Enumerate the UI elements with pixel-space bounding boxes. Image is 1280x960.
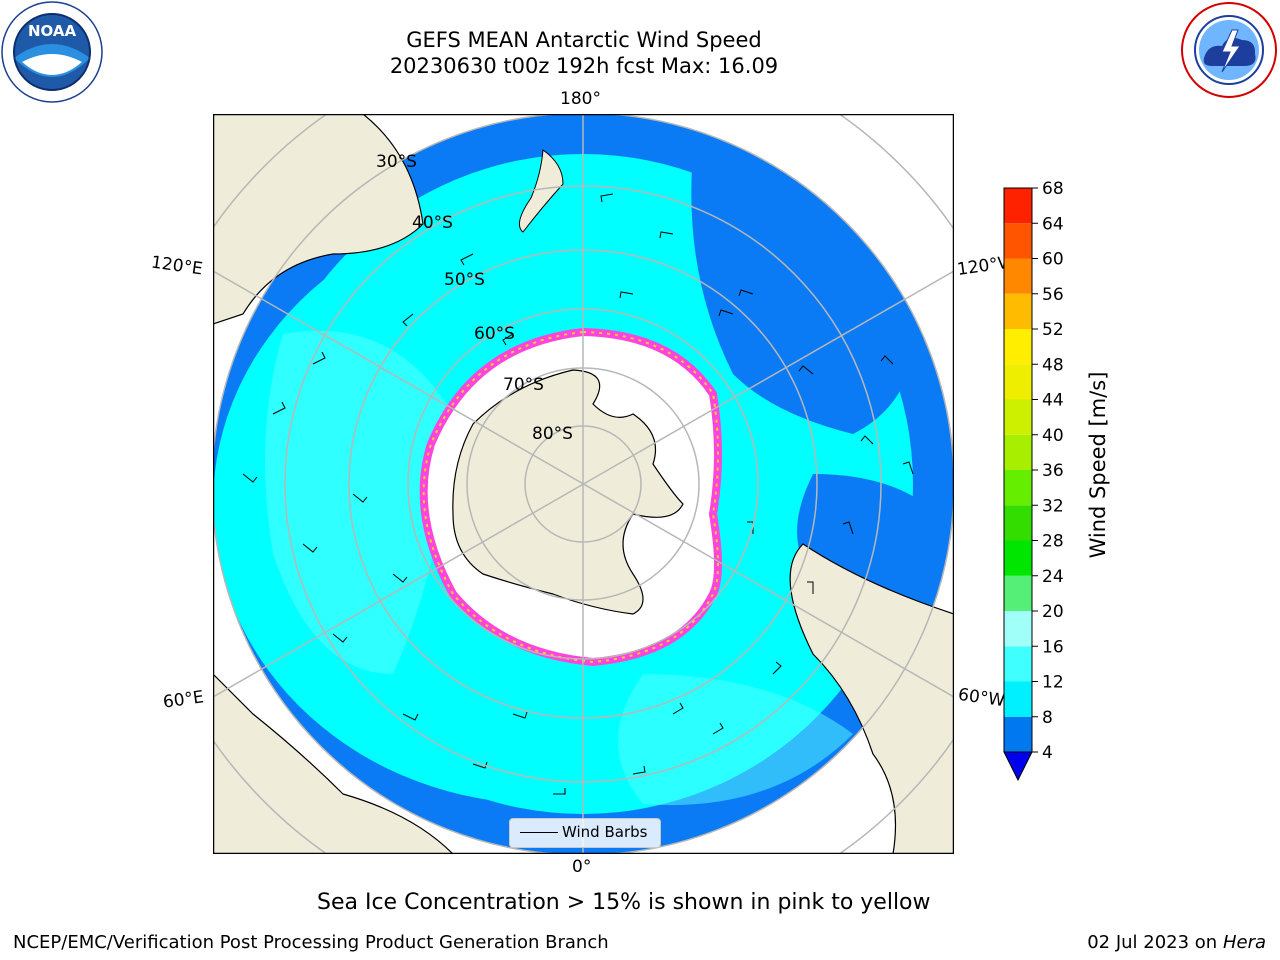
colorbar-tick-label: 28 xyxy=(1042,532,1064,552)
colorbar-tick-label: 64 xyxy=(1042,214,1064,234)
footer-date-text: 02 Jul 2023 on xyxy=(1087,932,1223,953)
colorbar-tick-label: 32 xyxy=(1042,496,1064,516)
colorbar-tick-label: 16 xyxy=(1042,637,1064,657)
noaa-logo: NOAA xyxy=(1,1,103,103)
sea-ice-caption: Sea Ice Concentration > 15% is shown in … xyxy=(317,890,931,915)
colorbar-segment xyxy=(1004,329,1032,365)
colorbar-segment xyxy=(1004,611,1032,647)
colorbar-segment xyxy=(1004,505,1032,541)
title-line-2: 20230630 t00z 192h fcst Max: 16.09 xyxy=(389,54,779,78)
colorbar-under-arrow xyxy=(1003,751,1033,782)
title-line-1: GEFS MEAN Antarctic Wind Speed xyxy=(406,28,762,52)
lon-label-120e: 120°E xyxy=(149,252,204,280)
colorbar-tick-label: 44 xyxy=(1042,391,1064,411)
colorbar-segment xyxy=(1004,470,1032,506)
colorbar-segment xyxy=(1004,681,1032,717)
footer-branch: NCEP/EMC/Verification Post Processing Pr… xyxy=(13,932,609,953)
chart-title: GEFS MEAN Antarctic Wind Speed 20230630 … xyxy=(284,27,884,79)
colorbar-segment xyxy=(1004,646,1032,682)
africa-land xyxy=(213,673,454,854)
map-legend: Wind Barbs xyxy=(509,818,661,848)
colorbar-tick-label: 68 xyxy=(1042,180,1064,199)
colorbar-segment xyxy=(1004,188,1032,224)
colorbar-segment xyxy=(1004,364,1032,400)
colorbar-segment xyxy=(1004,716,1032,752)
lat-label-40s: 40°S xyxy=(412,213,453,233)
lat-label-30s: 30°S xyxy=(376,152,417,172)
colorbar-tick-label: 8 xyxy=(1042,708,1053,728)
legend-line-sample xyxy=(520,832,558,833)
colorbar-tick-label: 40 xyxy=(1042,426,1064,446)
polar-map xyxy=(213,114,954,854)
longitude-grid xyxy=(213,114,954,854)
colorbar-segment xyxy=(1004,293,1032,329)
colorbar-tick-label: 24 xyxy=(1042,567,1064,587)
new-zealand-land xyxy=(518,149,564,233)
colorbar-segment xyxy=(1004,399,1032,435)
colorbar-tick-label: 60 xyxy=(1042,250,1064,270)
colorbar-label: Wind Speed [m/s] xyxy=(1086,372,1110,559)
colorbar-tick-label: 52 xyxy=(1042,320,1064,340)
colorbar-segment xyxy=(1004,540,1032,576)
lon-label-60e: 60°E xyxy=(161,687,206,713)
colorbar-segment xyxy=(1004,434,1032,470)
wind-barbs xyxy=(242,193,914,795)
colorbar-tick-label: 56 xyxy=(1042,285,1064,305)
footer-date: 02 Jul 2023 on Hera xyxy=(1087,932,1266,953)
colorbar-tick-label: 20 xyxy=(1042,602,1064,622)
colorbar-tick-label: 4 xyxy=(1042,743,1053,763)
nws-logo xyxy=(1181,2,1277,98)
lat-label-60s: 60°S xyxy=(474,324,515,344)
footer-host: Hera xyxy=(1222,932,1266,953)
antarctica-land xyxy=(452,369,684,615)
colorbar-tick-label: 48 xyxy=(1042,355,1064,375)
lat-label-50s: 50°S xyxy=(444,270,485,290)
lon-label-0: 0° xyxy=(572,857,592,877)
colorbar-segment xyxy=(1004,575,1032,611)
legend-entry-wind-barbs: Wind Barbs xyxy=(562,823,648,841)
noaa-logo-text: NOAA xyxy=(28,22,77,40)
colorbar-segment xyxy=(1004,223,1032,259)
lon-label-180: 180° xyxy=(560,89,601,109)
lat-label-70s: 70°S xyxy=(503,375,544,395)
lat-label-80s: 80°S xyxy=(532,424,573,444)
colorbar-tick-label: 36 xyxy=(1042,461,1064,481)
colorbar-tick-label: 12 xyxy=(1042,673,1064,693)
colorbar-segment xyxy=(1004,258,1032,294)
